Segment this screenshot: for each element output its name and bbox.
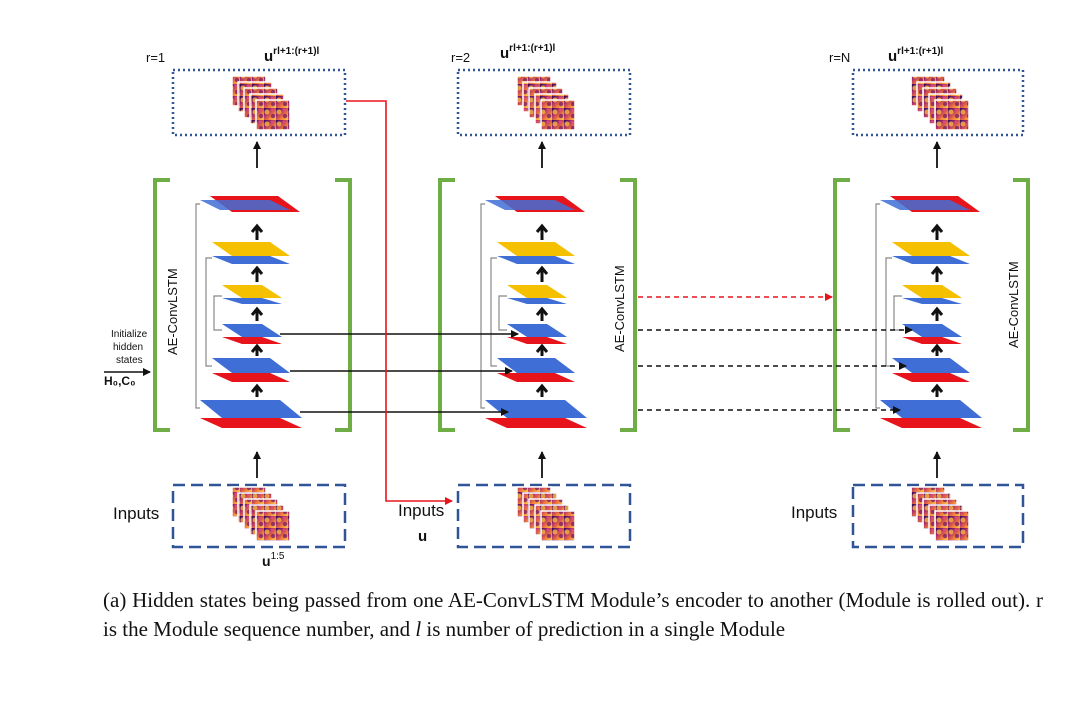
init-line3: states — [116, 355, 143, 366]
layer-stack — [195, 196, 302, 428]
input-image-stack — [516, 486, 576, 542]
input-image-stack — [910, 486, 970, 542]
output-image-stack — [231, 75, 291, 131]
output-box — [171, 68, 347, 137]
input-sub-label: u1:5 — [262, 551, 285, 569]
input-label: Inputs — [398, 501, 444, 520]
input-box — [171, 483, 347, 549]
module-bracket-left — [438, 178, 455, 432]
layer-decoder-yellow — [212, 242, 290, 256]
init-state-label: H₀,C₀ — [104, 374, 135, 388]
output-image-stack — [516, 75, 576, 131]
layer-stack — [480, 196, 587, 428]
output-label: url+1:(r+1)l — [888, 46, 944, 65]
layer-encoder-2 — [212, 358, 290, 373]
input-box — [456, 483, 632, 549]
module-rN: r=N url+1:(r+1)l AE-ConvLSTM — [791, 46, 1030, 549]
module-bracket-right — [335, 178, 352, 432]
input-label: Inputs — [113, 504, 159, 523]
r-label: r=1 — [146, 50, 165, 65]
module-bracket-left — [833, 178, 850, 432]
r-label: r=N — [829, 50, 850, 65]
init-line1: Initialize — [111, 329, 148, 340]
output-image-stack — [910, 75, 970, 131]
module-bracket-right — [620, 178, 637, 432]
input-label: Inputs — [791, 503, 837, 522]
architecture-diagram: r=1 url+1:(r+1)l AE-ConvLSTM — [104, 43, 1030, 569]
input-image-stack — [231, 486, 291, 542]
output-box — [456, 68, 632, 137]
hidden-state-connections — [280, 100, 913, 505]
output-feedback-arrow — [346, 100, 453, 505]
init-line2: hidden — [113, 342, 143, 353]
r-label: r=2 — [451, 50, 470, 65]
module-bracket-right — [1013, 178, 1030, 432]
module-bracket-left — [153, 178, 170, 432]
side-label: AE-ConvLSTM — [1006, 261, 1021, 348]
layer-bottleneck-yellow — [222, 285, 282, 298]
output-label: url+1:(r+1)l — [500, 43, 556, 62]
input-box — [851, 483, 1025, 549]
side-label: AE-ConvLSTM — [165, 268, 180, 355]
output-box — [851, 68, 1025, 137]
side-label: AE-ConvLSTM — [612, 265, 627, 352]
output-label: url+1:(r+1)l — [264, 46, 320, 65]
layer-encoder-1 — [200, 400, 302, 418]
layer-encoder-3 — [222, 324, 282, 337]
figure-caption: (a) Hidden states being passed from one … — [103, 588, 1043, 641]
module-r2: r=2 url+1:(r+1)l AE-ConvLSTM — [398, 43, 637, 549]
layer-stack — [875, 196, 982, 428]
input-sub-label: u — [418, 528, 427, 545]
module-r1: r=1 url+1:(r+1)l AE-ConvLSTM — [104, 46, 352, 569]
